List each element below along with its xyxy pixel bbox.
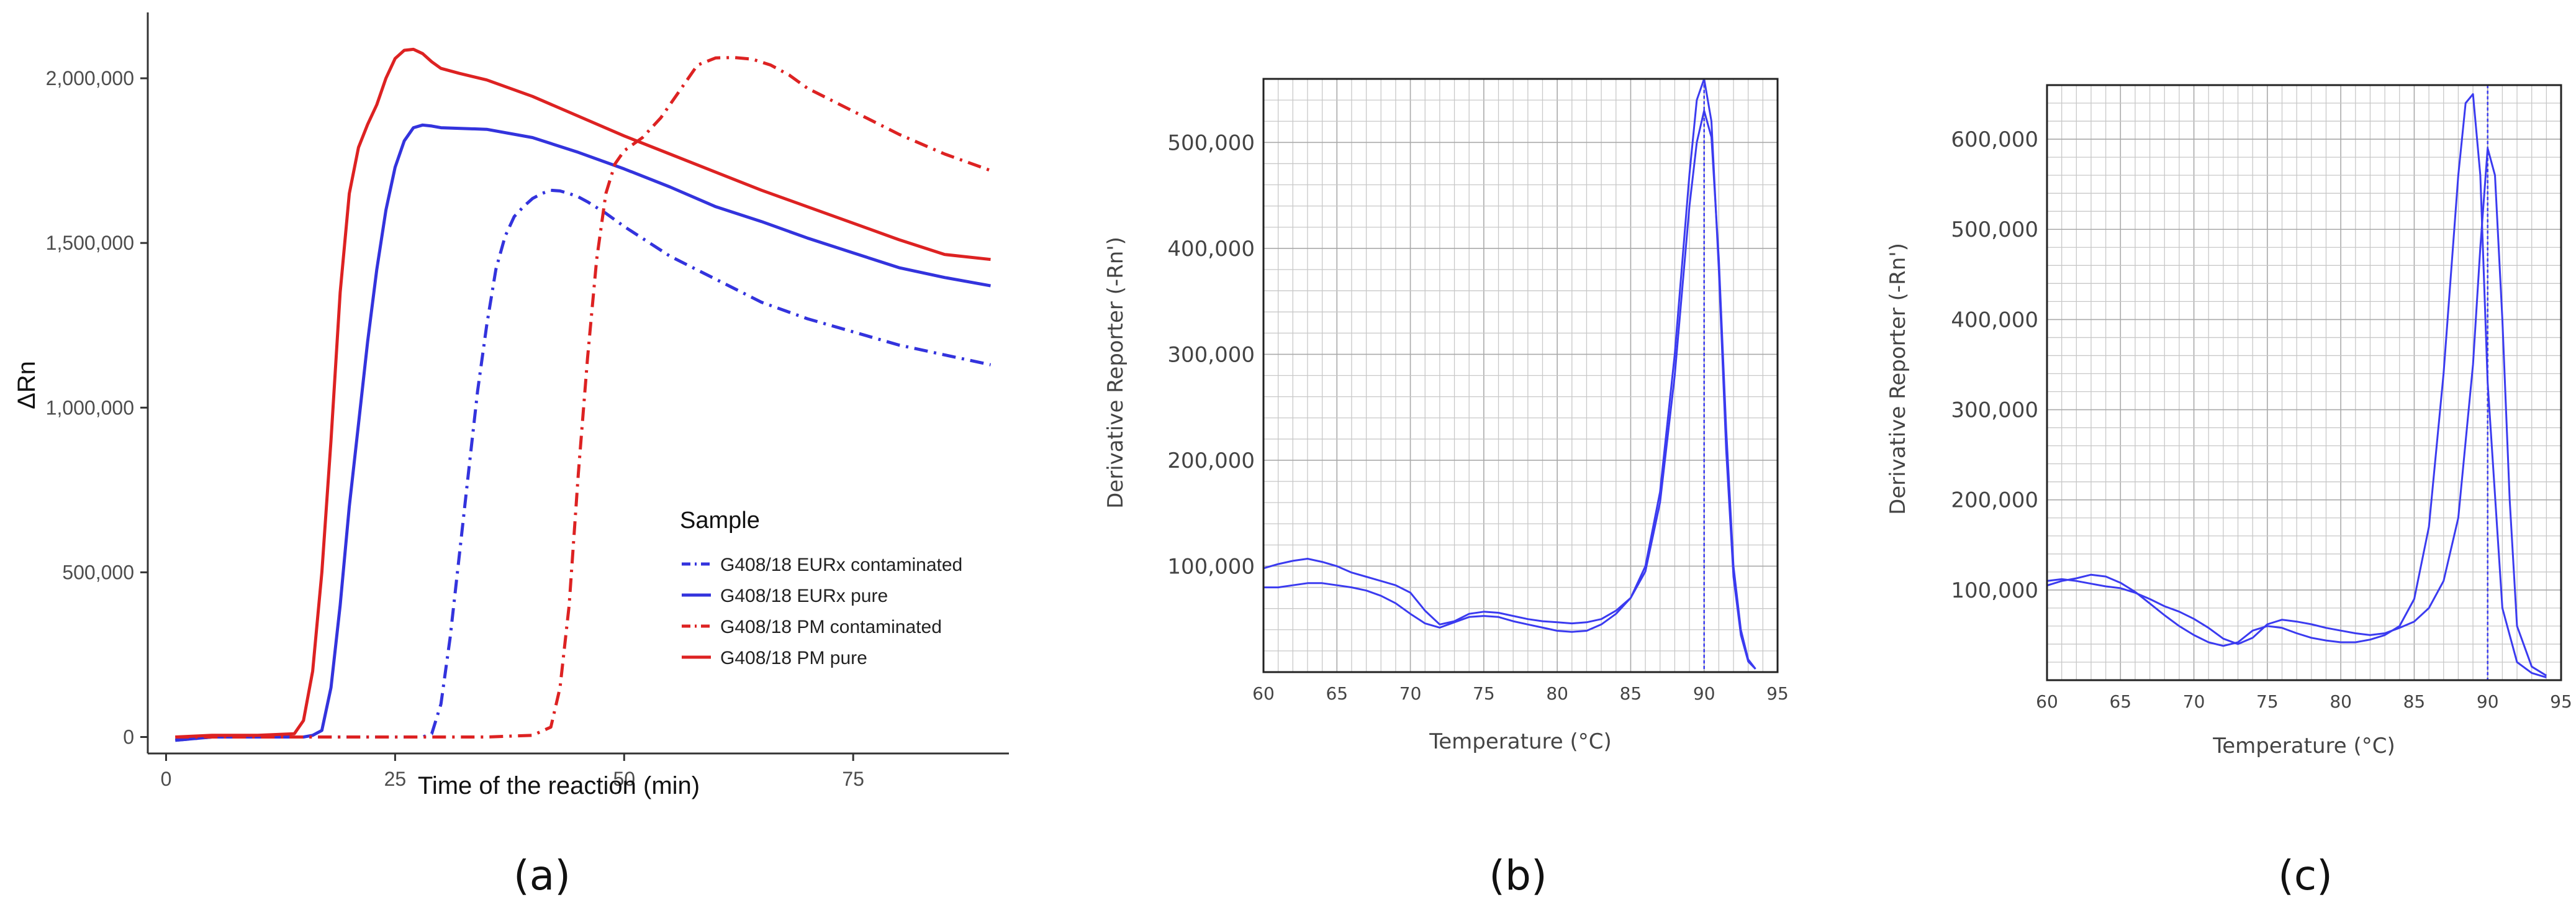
panel-a-y-ticks: 0 500,000 1,000,000 1,500,000 2,000,000 (46, 67, 148, 748)
panel-c-y-ticks: 100,000 200,000 300,000 400,000 500,000 600,0… (1951, 127, 2038, 603)
panel-a-legend-label-3: G408/18 PM contaminated (720, 617, 942, 637)
panel-a-legend: Sample G408/18 EURx contaminated G408/18 … (680, 507, 962, 668)
panel-a-x-tick-label: 0 (161, 768, 172, 790)
panel-label-a: (a) (513, 852, 571, 899)
panel-a-legend-label-4: G408/18 PM pure (720, 648, 867, 668)
panel-label-c: (c) (2278, 852, 2333, 899)
panel-a-x-axis-label: Time of the reaction (min) (418, 772, 700, 799)
panel-label-b: (b) (1489, 852, 1547, 899)
panel-a-y-tick-label: 2,000,000 (46, 67, 134, 89)
panel-b-x-tick-label: 65 (1326, 683, 1348, 704)
panel-b-x-tick-label: 95 (1766, 683, 1789, 704)
panel-b-x-tick-label: 85 (1620, 683, 1642, 704)
panel-a-y-tick-label: 500,000 (62, 561, 134, 583)
panel-a-chart: 0 25 50 75 0 500,000 1,000,000 1,500,000 2,000,… (13, 12, 1009, 799)
panel-c-x-tick-label: 60 (2036, 691, 2058, 712)
panel-b-x-tick-label: 70 (1399, 683, 1422, 704)
panel-b-grid (1263, 79, 1778, 672)
panel-b-y-tick-label: 300,000 (1167, 342, 1255, 367)
panel-c-x-tick-label: 75 (2256, 691, 2279, 712)
panel-a-y-axis-label: ΔRn (13, 361, 40, 409)
panel-b-y-axis-label: Derivative Reporter (-Rn') (1103, 237, 1128, 509)
panel-a-x-ticks: 0 25 50 75 (161, 753, 864, 790)
panel-a-x-tick-label: 25 (384, 768, 407, 790)
panel-c-plot-area (2047, 85, 2561, 680)
panel-b-x-ticks: 60 65 70 75 80 85 90 95 (1252, 683, 1789, 704)
panel-b-x-tick-label: 60 (1252, 683, 1275, 704)
panel-b-y-tick-label: 200,000 (1167, 448, 1255, 473)
panel-c-y-tick-label: 500,000 (1951, 217, 2038, 242)
panel-a-x-tick-label: 75 (842, 768, 864, 790)
panel-c-chart: 60 65 70 75 80 85 90 95 100,000 200,000 300,000 40… (1886, 84, 2572, 758)
panel-c-x-axis-label: Temperature (°C) (2212, 734, 2395, 758)
panel-a-y-tick-label: 1,000,000 (46, 396, 134, 419)
panel-a-y-tick-label: 0 (123, 726, 134, 748)
panel-c-y-tick-label: 400,000 (1951, 307, 2038, 332)
panel-b-chart: 60 65 70 75 80 85 90 95 100,000 200,000 300,000 40… (1103, 78, 1789, 754)
panel-b-plot-frame (1262, 78, 1779, 673)
panel-a-legend-title: Sample (680, 507, 760, 534)
panel-b-x-tick-label: 90 (1693, 683, 1715, 704)
panel-a-series-line-1 (175, 188, 992, 742)
panel-c-x-tick-label: 95 (2550, 691, 2572, 712)
panel-b-y-tick-label: 400,000 (1167, 237, 1255, 262)
panel-c-x-tick-label: 90 (2477, 691, 2499, 712)
panel-c-y-tick-label: 300,000 (1951, 398, 2038, 423)
panel-c-series (2046, 93, 2547, 679)
panel-b-y-tick-label: 500,000 (1167, 130, 1255, 155)
panel-c-melt-curve-2 (2046, 147, 2547, 676)
panel-c-y-axis-label: Derivative Reporter (-Rn') (1886, 243, 1910, 515)
panel-a-series-line-4 (175, 47, 991, 739)
panel-a-legend-label-1: G408/18 EURx contaminated (720, 555, 962, 575)
panel-a-series-line-2 (175, 123, 991, 742)
panel-b-melt-curve-1 (1263, 78, 1756, 670)
panel-a-legend-label-2: G408/18 EURx pure (720, 586, 888, 606)
panel-a-y-tick-label: 1,500,000 (46, 232, 134, 254)
panel-b-x-tick-label: 80 (1546, 683, 1568, 704)
panel-c-x-ticks: 60 65 70 75 80 85 90 95 (2036, 691, 2572, 712)
panel-b-melt-curve-2 (1263, 109, 1756, 670)
panel-c-plot-frame (2046, 84, 2562, 681)
panel-b-y-tick-label: 100,000 (1167, 554, 1255, 579)
panel-c-x-tick-label: 85 (2403, 691, 2426, 712)
panel-b-y-ticks: 100,000 200,000 300,000 400,000 500,000 (1167, 130, 1255, 579)
panel-c-x-tick-label: 70 (2183, 691, 2205, 712)
panel-c-x-tick-label: 80 (2330, 691, 2352, 712)
panel-a-x-tick-label: 50 (613, 768, 635, 790)
panel-b-x-tick-label: 75 (1473, 683, 1495, 704)
panel-b-series (1263, 78, 1756, 670)
panel-a-series (175, 47, 992, 742)
panel-b-x-axis-label: Temperature (°C) (1429, 729, 1611, 754)
panel-a-axes (147, 12, 1009, 755)
panel-c-y-tick-label: 600,000 (1951, 127, 2038, 152)
panel-c-y-tick-label: 200,000 (1951, 488, 2038, 513)
panel-c-x-tick-label: 65 (2109, 691, 2131, 712)
panel-c-y-tick-label: 100,000 (1951, 578, 2038, 603)
